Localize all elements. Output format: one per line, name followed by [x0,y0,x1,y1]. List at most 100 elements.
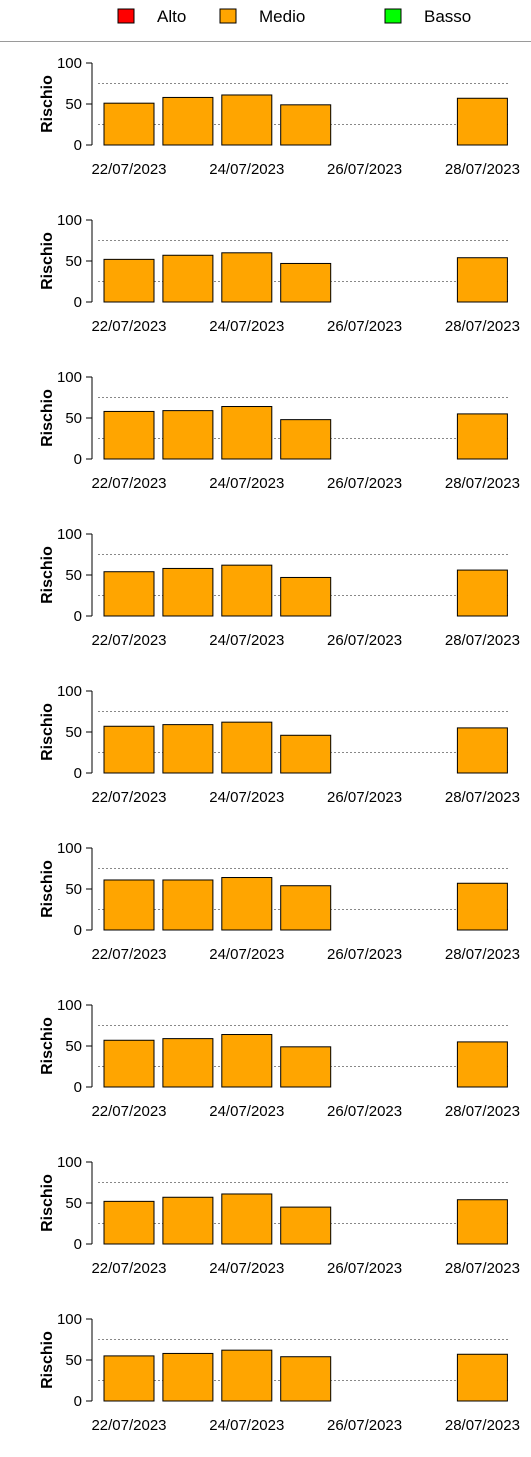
y-tick-label: 50 [65,1038,82,1055]
y-tick-label: 50 [65,567,82,584]
x-tick-label: 28/07/2023 [445,475,520,492]
x-tick-label: 22/07/2023 [91,475,166,492]
x-tick-label: 26/07/2023 [327,1260,402,1277]
x-tick-label: 22/07/2023 [91,161,166,178]
y-axis-label: Rischio [39,546,56,604]
y-tick-label: 100 [57,1311,82,1328]
bar-24-07-2023 [221,94,273,146]
x-tick-label: 28/07/2023 [445,1417,520,1434]
legend-swatch [117,8,135,24]
x-tick-label: 22/07/2023 [91,1103,166,1120]
y-tick-label: 100 [57,369,82,386]
bar-23-07-2023 [162,1038,214,1088]
y-tick-label: 50 [65,1195,82,1212]
x-tick-label: 24/07/2023 [209,161,284,178]
x-tick-label: 26/07/2023 [327,318,402,335]
x-tick-label: 24/07/2023 [209,632,284,649]
bar-24-07-2023 [221,564,273,617]
y-tick-label: 0 [74,922,82,939]
bar-22-07-2023 [103,102,155,146]
legend-label: Basso [424,7,471,26]
bar-28-07-2023 [456,1353,508,1402]
y-axis-label: Rischio [39,232,56,290]
x-tick-label: 24/07/2023 [209,475,284,492]
legend-label: Alto [157,7,186,26]
x-tick-label: 26/07/2023 [327,475,402,492]
bar-22-07-2023 [103,1355,155,1402]
legend-item-alto: Alto [117,7,186,26]
y-tick-label: 100 [57,526,82,543]
bar-28-07-2023 [456,413,508,460]
bar-22-07-2023 [103,879,155,931]
y-axis-label: Rischio [39,1331,56,1389]
y-tick-label: 50 [65,1352,82,1369]
y-tick-label: 0 [74,765,82,782]
x-tick-label: 26/07/2023 [327,632,402,649]
legend-item-medio: Medio [219,7,305,26]
x-tick-label: 22/07/2023 [91,1417,166,1434]
bar-25-07-2023 [280,885,332,931]
bar-28-07-2023 [456,97,508,146]
chart-stack: 0 50 100 Rischio 22/07/2023 24/07/2023 26/07/2… [0,44,531,1457]
bar-28-07-2023 [456,882,508,931]
y-tick-label: 100 [57,997,82,1014]
bar-25-07-2023 [280,1206,332,1245]
x-tick-label: 22/07/2023 [91,789,166,806]
y-axis-label: Rischio [39,389,56,447]
x-tick-label: 24/07/2023 [209,789,284,806]
x-tick-label: 28/07/2023 [445,161,520,178]
x-tick-label: 22/07/2023 [91,632,166,649]
bar-28-07-2023 [456,569,508,617]
bar-25-07-2023 [280,1356,332,1402]
y-tick-label: 0 [74,294,82,311]
x-tick-label: 28/07/2023 [445,1260,520,1277]
x-tick-label: 24/07/2023 [209,1417,284,1434]
bar-23-07-2023 [162,879,214,931]
legend-label: Medio [259,7,305,26]
x-tick-label: 28/07/2023 [445,946,520,963]
bar-25-07-2023 [280,104,332,146]
bar-23-07-2023 [162,1352,214,1402]
bar-22-07-2023 [103,725,155,774]
bar-23-07-2023 [162,1196,214,1245]
y-tick-label: 100 [57,683,82,700]
bar-24-07-2023 [221,877,273,931]
legend-swatch [384,8,402,24]
bar-22-07-2023 [103,410,155,460]
bar-23-07-2023 [162,567,214,617]
bar-22-07-2023 [103,571,155,617]
y-tick-label: 50 [65,881,82,898]
bar-23-07-2023 [162,254,214,303]
x-tick-label: 24/07/2023 [209,318,284,335]
bar-24-07-2023 [221,1034,273,1088]
y-tick-label: 100 [57,1154,82,1171]
x-tick-label: 28/07/2023 [445,1103,520,1120]
bar-28-07-2023 [456,1199,508,1245]
y-tick-label: 100 [57,55,82,72]
x-tick-label: 22/07/2023 [91,946,166,963]
bar-24-07-2023 [221,1193,273,1245]
y-tick-label: 0 [74,451,82,468]
bar-25-07-2023 [280,1046,332,1088]
x-tick-label: 24/07/2023 [209,946,284,963]
chart-legend: Alto Medio Basso [117,7,471,26]
legend-swatch [219,8,237,24]
bar-24-07-2023 [221,1349,273,1402]
bar-24-07-2023 [221,721,273,774]
bar-25-07-2023 [280,262,332,303]
y-axis-label: Rischio [39,703,56,761]
x-tick-label: 26/07/2023 [327,789,402,806]
legend-item-basso: Basso [384,7,471,26]
bar-25-07-2023 [280,419,332,460]
bar-28-07-2023 [456,727,508,774]
x-tick-label: 24/07/2023 [209,1103,284,1120]
